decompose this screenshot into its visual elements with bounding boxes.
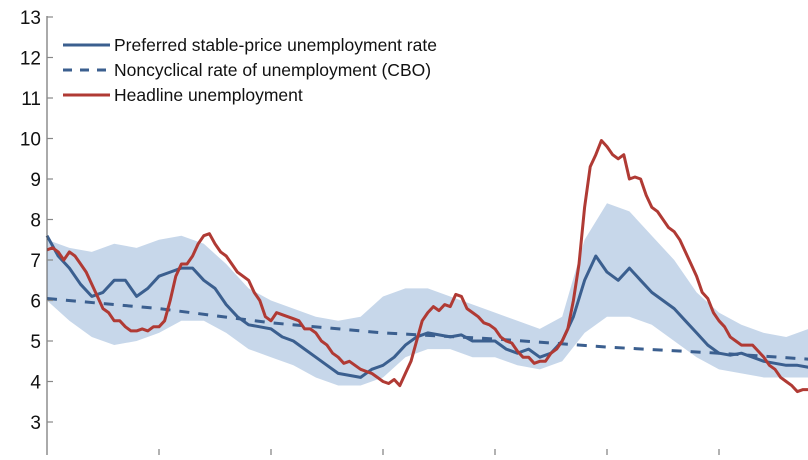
series-line-cbo: [46, 297, 808, 361]
y-tick-label: 4: [30, 373, 41, 394]
y-tick-label: 10: [20, 130, 41, 151]
legend-label-headline: Headline unemployment: [114, 85, 303, 105]
y-tick-label: 5: [30, 332, 41, 353]
y-tick-label: 11: [21, 89, 41, 110]
series-line-headline: [46, 139, 808, 394]
axes: 3 4 5 6 7 8 9 10 11 12 13: [20, 8, 720, 455]
y-tick-label: 12: [20, 49, 41, 70]
y-tick-label: 6: [30, 292, 41, 313]
series-layer: [45, 139, 808, 394]
band-layer: [47, 203, 808, 386]
y-tick-label: 9: [30, 170, 41, 191]
legend-label-cbo: Noncyclical rate of unemployment (CBO): [114, 60, 431, 80]
y-tick-label: 8: [30, 211, 41, 232]
y-tick-label: 3: [30, 413, 41, 434]
series-line-stable: [45, 234, 808, 379]
legend-label-stable: Preferred stable-price unemployment rate: [114, 35, 437, 55]
confidence-band: [47, 203, 808, 386]
y-tick-label: 7: [30, 251, 41, 272]
legend: Preferred stable-price unemployment rate…: [63, 35, 437, 105]
y-tick-label: 13: [20, 8, 41, 29]
